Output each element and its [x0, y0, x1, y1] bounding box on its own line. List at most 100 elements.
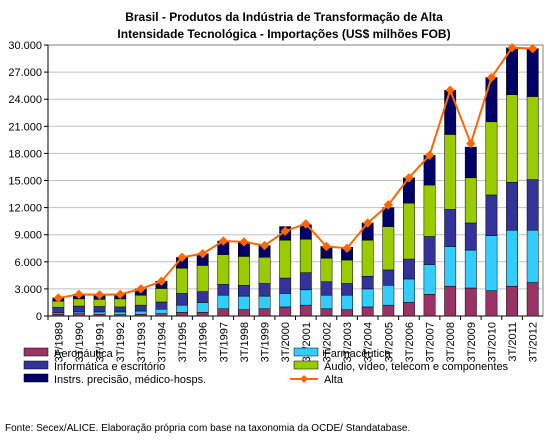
bar-segment: [464, 287, 477, 317]
y-tick-label: 27.000: [8, 67, 42, 79]
bar-segment: [155, 308, 168, 314]
line-point: [486, 72, 497, 83]
bar-segment: [279, 306, 292, 317]
bar-segment: [93, 299, 106, 307]
bar-segment: [155, 288, 168, 303]
bar-segment: [279, 277, 292, 294]
bar-segment: [258, 295, 271, 310]
bar-segment: [196, 291, 209, 303]
bar-segment: [176, 293, 188, 306]
bar-segment: [258, 308, 271, 317]
bar-segment: [217, 308, 230, 317]
line-point: [404, 173, 414, 183]
legend-swatch: [293, 360, 319, 370]
bar-segment: [279, 239, 292, 279]
bar-segment: [382, 269, 395, 286]
bar-segment: [382, 285, 395, 306]
line-point: [156, 276, 167, 286]
bar-segment: [93, 313, 106, 317]
bar-segment: [238, 285, 250, 297]
bar-segment: [464, 222, 477, 251]
y-tick-label: 21.000: [8, 121, 42, 133]
bar-segment: [73, 298, 85, 307]
legend: Aeronáutica Farmacêutica Informática e esc…: [23, 347, 509, 386]
bar-segment: [114, 298, 127, 308]
bar-segment: [73, 313, 85, 317]
chart-title-line-2: Intensidade Tecnológica - Importações (U…: [117, 27, 450, 41]
x-tick-label: 3T/2003: [342, 322, 354, 362]
bar-segment: [506, 285, 518, 317]
line-point: [280, 226, 290, 236]
bar-segment: [444, 89, 457, 135]
bar-segment: [73, 305, 85, 313]
source-note: Fonte: Secex/ALICE. Elaboração própria c…: [5, 423, 410, 434]
bar-segment: [238, 309, 250, 317]
bar-segment: [341, 309, 353, 317]
bar-segment: [403, 258, 415, 280]
bar-segment: [258, 257, 271, 284]
bar-segment: [464, 146, 477, 179]
bar-segment: [526, 229, 539, 283]
y-tick-label: 24.000: [8, 94, 42, 106]
line-point: [94, 290, 105, 300]
bar-segment: [444, 209, 457, 247]
bar-segment: [114, 311, 127, 315]
y-tick-label: 12.000: [8, 203, 42, 215]
legend-swatch-marker: [300, 375, 308, 383]
bar-segment: [134, 313, 147, 317]
bar-segment: [341, 294, 353, 310]
bar-segment: [361, 288, 374, 308]
bar-segment: [423, 264, 436, 295]
bar-segment: [176, 267, 188, 294]
legend-label: Instrs. precisão, médico-hosps.: [54, 374, 206, 386]
x-tick-label: 3T/2010: [486, 322, 498, 362]
bar-segment: [341, 259, 353, 284]
bar-segment: [320, 257, 333, 282]
x-tick-label: 3T/2005: [383, 322, 395, 362]
bar-segment: [114, 306, 127, 313]
line-point: [527, 43, 538, 54]
x-tick-label: 3T/2011: [507, 322, 519, 362]
line-point: [507, 43, 517, 53]
bar-segment: [52, 313, 65, 317]
legend-swatch: [293, 347, 319, 357]
bar-segment: [299, 289, 312, 306]
bar-segment: [299, 238, 312, 273]
bar-segment: [320, 308, 333, 317]
y-tick-label: 18.000: [8, 148, 42, 160]
bar-segment: [423, 294, 436, 317]
y-tick-label: 9.000: [14, 230, 42, 242]
bar-segment: [258, 283, 271, 297]
x-tick-label: 3T/1991: [95, 322, 107, 362]
y-tick-label: 0: [36, 311, 42, 323]
x-tick-label: 3T/2012: [528, 322, 540, 362]
bar-segment: [52, 307, 65, 314]
line-point: [383, 200, 394, 210]
bar-segment: [464, 249, 477, 289]
bar-segment: [361, 276, 374, 290]
line-point: [466, 138, 476, 149]
bar-segment: [134, 294, 147, 306]
line-point: [115, 289, 125, 300]
bar-segment: [320, 294, 333, 310]
x-tick-label: 3T/2004: [363, 322, 375, 362]
legend-label: Alta: [324, 374, 344, 386]
bar-segment: [444, 285, 457, 317]
bar-segment: [403, 278, 415, 303]
x-tick-label: 3T/1990: [74, 322, 86, 362]
bar-segment: [196, 302, 209, 313]
bar-segment: [485, 194, 498, 236]
bar-segment: [444, 134, 457, 210]
x-tick-label: 3T/1997: [218, 322, 230, 362]
line-point: [259, 240, 270, 251]
x-tick-label: 3T/2009: [466, 322, 478, 362]
bar-segment: [134, 310, 147, 315]
x-tick-label: 3T/1989: [53, 322, 65, 362]
legend-swatch: [23, 373, 49, 383]
bar-segment: [155, 313, 168, 317]
x-tick-label: 3T/2001: [301, 322, 313, 362]
line-point: [362, 218, 373, 228]
bar-segment: [506, 94, 518, 183]
line-point: [197, 248, 208, 259]
